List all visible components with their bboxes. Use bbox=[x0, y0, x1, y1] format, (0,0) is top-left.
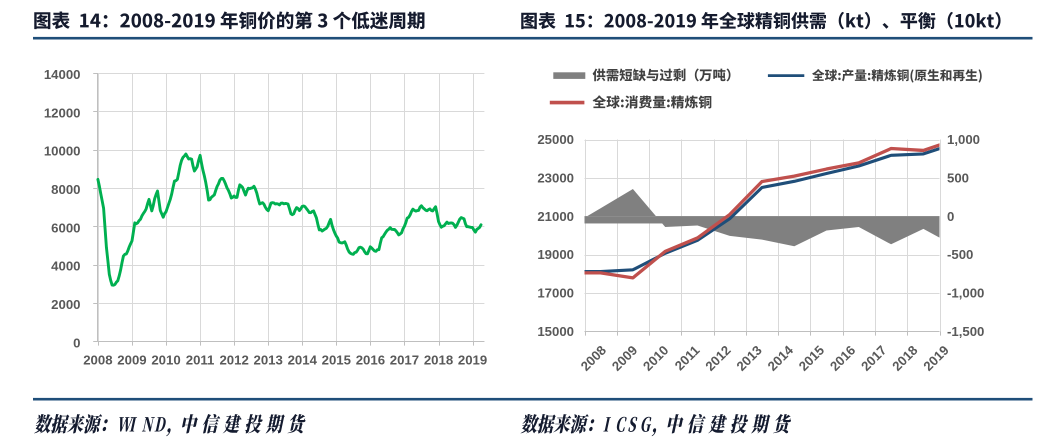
svg-text:2016: 2016 bbox=[827, 343, 858, 374]
svg-text:-1,500: -1,500 bbox=[947, 324, 984, 339]
svg-text:2018: 2018 bbox=[424, 353, 453, 368]
svg-text:-1,000: -1,000 bbox=[947, 286, 984, 301]
svg-text:25000: 25000 bbox=[537, 132, 574, 147]
svg-text:21000: 21000 bbox=[537, 209, 574, 224]
svg-text:2018: 2018 bbox=[889, 343, 920, 374]
svg-text:2017: 2017 bbox=[390, 353, 419, 368]
svg-text:2009: 2009 bbox=[117, 353, 146, 368]
svg-text:2013: 2013 bbox=[734, 343, 765, 374]
svg-text:2008: 2008 bbox=[83, 353, 112, 368]
svg-text:6000: 6000 bbox=[51, 220, 80, 235]
svg-text:8000: 8000 bbox=[51, 182, 80, 197]
svg-text:12000: 12000 bbox=[44, 105, 81, 120]
svg-text:500: 500 bbox=[947, 170, 969, 185]
svg-text:17000: 17000 bbox=[537, 286, 574, 301]
svg-text:2015: 2015 bbox=[796, 343, 827, 374]
svg-text:2014: 2014 bbox=[288, 353, 318, 368]
svg-text:15000: 15000 bbox=[537, 324, 574, 339]
svg-text:2014: 2014 bbox=[765, 342, 797, 374]
svg-text:2019: 2019 bbox=[920, 343, 951, 374]
svg-text:2017: 2017 bbox=[858, 343, 889, 374]
svg-text:1,000: 1,000 bbox=[947, 132, 980, 147]
svg-text:2016: 2016 bbox=[356, 353, 385, 368]
svg-text:2019: 2019 bbox=[458, 353, 487, 368]
svg-text:2011: 2011 bbox=[186, 353, 215, 368]
svg-text:2015: 2015 bbox=[322, 353, 351, 368]
svg-text:2012: 2012 bbox=[702, 343, 733, 374]
svg-text:2012: 2012 bbox=[219, 353, 248, 368]
svg-text:2000: 2000 bbox=[51, 297, 80, 312]
svg-text:2010: 2010 bbox=[640, 343, 671, 374]
svg-text:14000: 14000 bbox=[44, 67, 81, 82]
svg-text:0: 0 bbox=[947, 209, 954, 224]
svg-text:19000: 19000 bbox=[537, 247, 574, 262]
svg-text:2011: 2011 bbox=[672, 343, 703, 374]
svg-text:23000: 23000 bbox=[537, 170, 574, 185]
svg-text:2008: 2008 bbox=[578, 343, 609, 374]
svg-text:4000: 4000 bbox=[51, 259, 80, 274]
svg-text:10000: 10000 bbox=[44, 144, 81, 159]
svg-text:2009: 2009 bbox=[609, 343, 640, 374]
svg-text:2013: 2013 bbox=[254, 353, 283, 368]
svg-text:2010: 2010 bbox=[151, 353, 180, 368]
svg-text:-500: -500 bbox=[947, 247, 973, 262]
svg-text:0: 0 bbox=[73, 335, 80, 350]
